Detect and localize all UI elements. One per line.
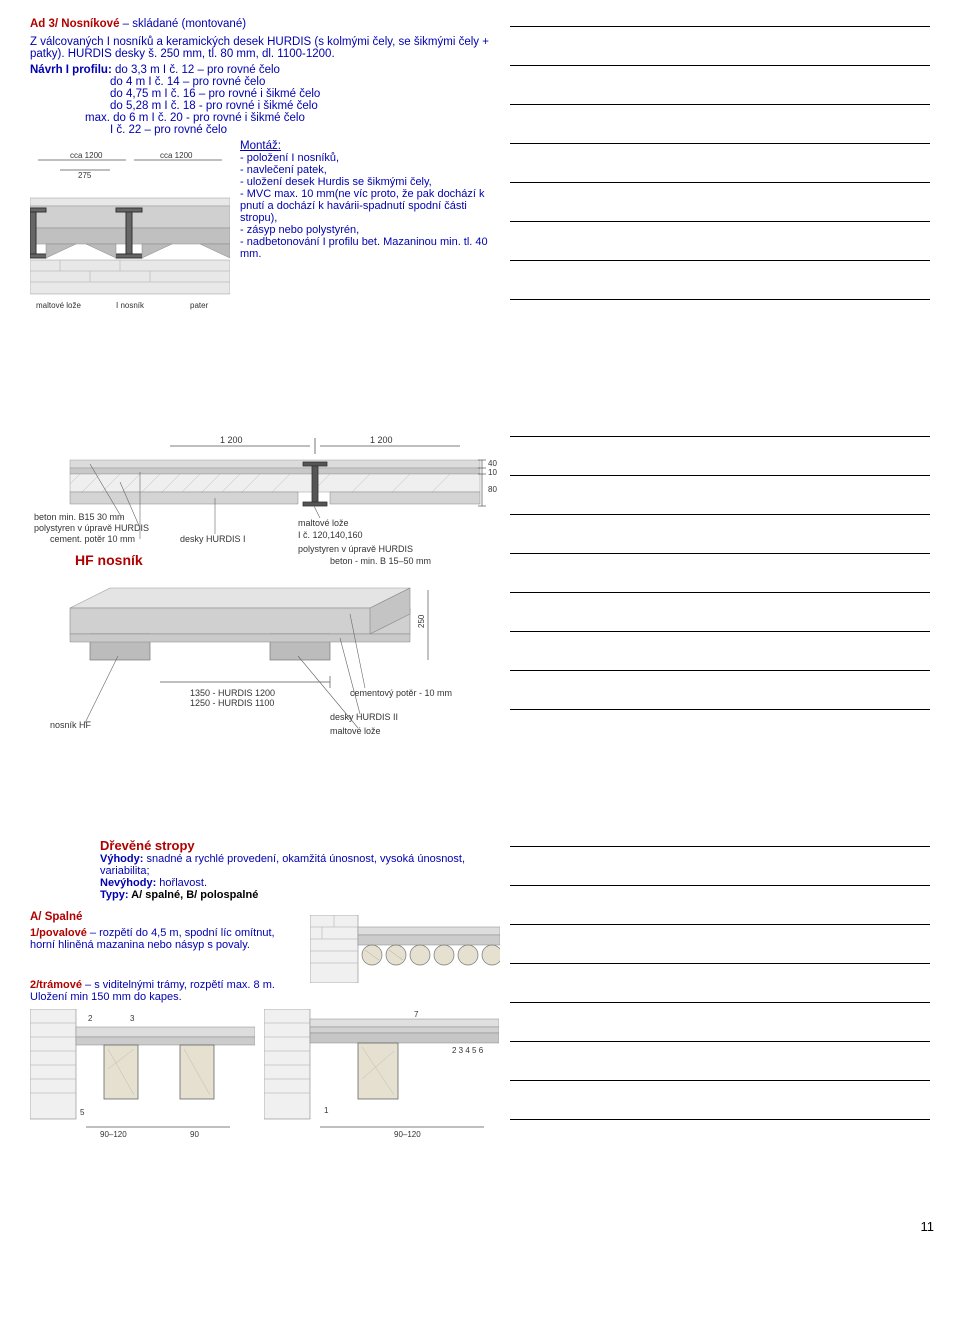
- dim40: 40: [488, 459, 497, 468]
- aspalne: A/ Spalné: [30, 911, 82, 923]
- slide3-intro: Dřevěné stropy Výhody: snadné a rychlé p…: [30, 838, 500, 901]
- span-a: 1 200: [220, 435, 243, 445]
- montaz-block: Montáž: - položení I nosníků, - navlečen…: [240, 140, 500, 260]
- slide1-notelines: [510, 18, 930, 338]
- lbl-beton2: beton - min. B 15–50 mm: [330, 556, 431, 566]
- slide-1: Ad 3/ Nosníkové – skládané (montované) Z…: [0, 0, 960, 380]
- svg-text:3: 3: [130, 1014, 135, 1023]
- navrh-row2: do 4,75 m I č. 16 – pro rovné i šikmé če…: [30, 88, 500, 100]
- povalove-block: 1/povalové – rozpětí do 4,5 m, spodní lí…: [30, 927, 500, 951]
- title-prefix: Ad 3/ Nosníkové: [30, 18, 119, 30]
- title-suffix: – skládané (montované): [123, 18, 246, 30]
- lbl-cement: cement. potěr 10 mm: [50, 534, 135, 544]
- slide1-title: Ad 3/ Nosníkové – skládané (montované): [30, 18, 500, 30]
- lbl-cementovy: cementový potěr - 10 mm: [350, 688, 452, 698]
- svg-text:2 3 4 5 6: 2 3 4 5 6: [452, 1046, 484, 1055]
- slide1-lower: cca 1200 cca 1200 275: [30, 140, 500, 321]
- lbl-nosnik: I nosník: [116, 301, 145, 310]
- navrh-block: Návrh I profilu: do 3,3 m I č. 12 – pro …: [30, 64, 500, 136]
- drevene-heading: Dřevěné stropy: [100, 838, 195, 853]
- tramove: 2/trámové – s viditelnými trámy, rozpětí…: [30, 979, 300, 1003]
- tramove-diagrams: 90–120 90 3 2 5: [30, 1009, 500, 1139]
- navrh-row4: max. do 6 m I č. 20 - pro rovné i šikmé …: [30, 112, 500, 124]
- lbl-ic: I č. 120,140,160: [298, 530, 363, 540]
- lower-diagram: 250 1350 - HURDIS 1200 1250 - HURDIS 110…: [50, 588, 452, 736]
- dim-275: 275: [78, 171, 92, 180]
- typy: Typy: A/ spalné, B/ polospalné: [100, 889, 500, 901]
- dim-90: 90: [190, 1130, 199, 1139]
- povalove-diagram: [310, 915, 500, 983]
- slide2-diagram: 1 200 1 200: [30, 428, 500, 768]
- tramove-diagram-2: 90–120 7 2 3 4 5 6 1: [264, 1009, 499, 1139]
- intro-text: Z válcovaných I nosníků a keramických de…: [30, 36, 500, 60]
- povalove: 1/povalové – rozpětí do 4,5 m, spodní lí…: [30, 927, 300, 951]
- lbl-desky2: desky HURDIS II: [330, 712, 398, 722]
- dim10: 10: [488, 468, 497, 477]
- slide-3: Dřevěné stropy Výhody: snadné a rychlé p…: [0, 820, 960, 1240]
- slide3-content: Dřevěné stropy Výhody: snadné a rychlé p…: [30, 838, 500, 1139]
- nevyhody: Nevýhody: hořlavost.: [100, 877, 500, 889]
- slide2-notelines: [510, 428, 930, 748]
- vyhody-txt: snadné a rychlé provedení, okamžitá únos…: [100, 853, 465, 877]
- montaz-label: Montáž:: [240, 140, 500, 152]
- montaz-4: - zásyp nebo polystyrén,: [240, 224, 500, 236]
- dim-span2: cca 1200: [160, 151, 193, 160]
- povalove-lbl: 1/povalové: [30, 927, 87, 939]
- vyhody: Výhody: snadné a rychlé provedení, okamž…: [100, 853, 500, 877]
- lbl-maltove2: maltové lože: [330, 726, 381, 736]
- svg-text:1: 1: [324, 1106, 329, 1115]
- nevyhody-lbl: Nevýhody:: [100, 877, 156, 889]
- montaz-0: - položení I nosníků,: [240, 152, 500, 164]
- navrh-row3: do 5,28 m I č. 18 - pro rovné i šikmé če…: [30, 100, 500, 112]
- span-b: 1 200: [370, 435, 393, 445]
- tramove-diagram-1: 90–120 90 3 2 5: [30, 1009, 255, 1139]
- slide2-content: HF nosník 1 200 1 200: [30, 428, 500, 771]
- vyhody-lbl: Výhody:: [100, 853, 143, 865]
- nevyhody-txt: hořlavost.: [156, 877, 207, 889]
- montaz-5: - nadbetonování I profilu bet. Mazaninou…: [240, 236, 500, 260]
- typy-lbl: Typy:: [100, 889, 129, 901]
- lbl-desky: desky HURDIS I: [180, 534, 246, 544]
- lbl-beton: beton min. B15 30 mm: [34, 512, 125, 522]
- page-number: 11: [921, 1219, 935, 1234]
- navrh-label: Návrh I profilu:: [30, 64, 112, 76]
- dim80: 80: [488, 485, 497, 494]
- slide1-diagram: cca 1200 cca 1200 275: [30, 148, 230, 318]
- montaz-2: - uložení desek Hurdis se šikmými čely,: [240, 176, 500, 188]
- slide-2: HF nosník 1 200 1 200: [0, 410, 960, 790]
- lbl-pater: pater: [190, 301, 209, 310]
- svg-text:2: 2: [88, 1014, 93, 1023]
- span1350: 1350 - HURDIS 1200: [190, 688, 275, 698]
- typy-txt: A/ spalné, B/ polospalné: [129, 889, 259, 901]
- svg-text:5: 5: [80, 1108, 85, 1117]
- navrh-row0: do 3,3 m I č. 12 – pro rovné čelo: [115, 64, 280, 76]
- lbl-maltove: maltové lože: [298, 518, 349, 528]
- lbl-poly2: polystyren v úpravě HURDIS: [298, 544, 413, 554]
- montaz-1: - navlečení patek,: [240, 164, 500, 176]
- navrh-row1: do 4 m I č. 14 – pro rovné čelo: [30, 76, 500, 88]
- tramove-lbl: 2/trámové: [30, 979, 82, 991]
- dim250: 250: [417, 614, 426, 628]
- lbl-poly: polystyren v úpravě HURDIS: [34, 523, 149, 533]
- dim-9120b: 90–120: [394, 1130, 421, 1139]
- span1250: 1250 - HURDIS 1100: [190, 698, 274, 708]
- lbl-nosnikhf: nosník HF: [50, 720, 92, 730]
- slide1-content: Ad 3/ Nosníkové – skládané (montované) Z…: [30, 18, 500, 321]
- montaz-3: - MVC max. 10 mm(ne víc proto, že pak do…: [240, 188, 500, 224]
- lbl-maltove: maltové lože: [36, 301, 81, 310]
- slide3-notelines: [510, 838, 930, 1158]
- dim-9120a: 90–120: [100, 1130, 127, 1139]
- navrh-row5: I č. 22 – pro rovné čelo: [30, 124, 500, 136]
- hf-label: HF nosník: [75, 552, 143, 568]
- dim-span1: cca 1200: [70, 151, 103, 160]
- svg-text:7: 7: [414, 1010, 419, 1019]
